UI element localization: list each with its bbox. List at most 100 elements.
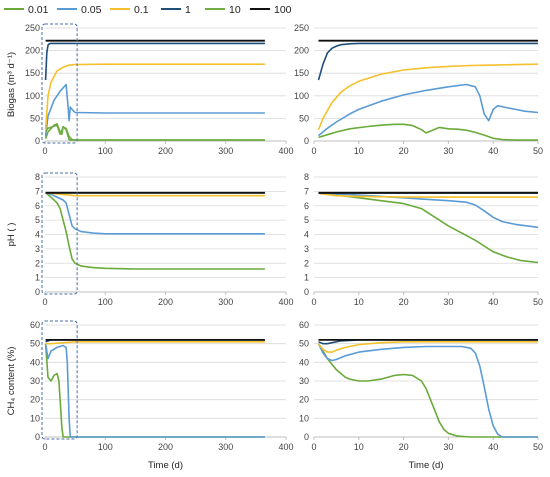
y-tick-label: 0 bbox=[35, 287, 40, 297]
zoom-highlight-box bbox=[41, 172, 78, 295]
y-tick-label: 0 bbox=[304, 136, 309, 146]
y-tick-label: 1 bbox=[304, 273, 309, 283]
series-line-0.05 bbox=[317, 83, 539, 137]
y-tick-label: 8 bbox=[304, 172, 309, 182]
legend-entry-10: 10 bbox=[205, 4, 241, 16]
y-tick-label: 40 bbox=[30, 357, 40, 367]
y-tick-label: 100 bbox=[25, 91, 40, 101]
x-tick-label: 0 bbox=[311, 442, 316, 452]
panel-ph-full: 0 1 2 3 4 5 6 7 8 0 100 200 300 400 pH ( ) bbox=[6, 172, 294, 307]
x-tick-label: 20 bbox=[399, 146, 409, 156]
y-tick-label: 3 bbox=[304, 244, 309, 254]
y-tick-label: 7 bbox=[304, 186, 309, 196]
y-tick-label: 50 bbox=[30, 113, 40, 123]
x-tick-label: 100 bbox=[98, 297, 113, 307]
zoom-highlight-box bbox=[41, 320, 78, 440]
y-tick-label: 0 bbox=[304, 287, 309, 297]
x-tick-label: 100 bbox=[98, 146, 113, 156]
series-line-0.01 bbox=[318, 123, 538, 141]
y-tick-label: 10 bbox=[299, 413, 309, 423]
series-line-0.1 bbox=[318, 192, 538, 198]
zoom-highlight-box bbox=[41, 23, 78, 144]
x-tick-label: 40 bbox=[488, 146, 498, 156]
x-tick-label: 40 bbox=[488, 297, 498, 307]
x-tick-label: 200 bbox=[158, 146, 173, 156]
x-tick-label: 200 bbox=[158, 442, 173, 452]
y-tick-label: 4 bbox=[35, 230, 40, 240]
y-tick-label: 1 bbox=[35, 273, 40, 283]
x-tick-label: 50 bbox=[533, 297, 543, 307]
x-tick-label: 30 bbox=[443, 297, 453, 307]
y-axis-label: CH₄ content (%) bbox=[6, 347, 17, 416]
y-axis-label: pH ( ) bbox=[6, 223, 17, 247]
x-tick-label: 0 bbox=[311, 146, 316, 156]
y-tick-label: 20 bbox=[30, 395, 40, 405]
x-tick-label: 400 bbox=[278, 297, 293, 307]
x-tick-label: 0 bbox=[42, 442, 47, 452]
x-tick-label: 300 bbox=[218, 442, 233, 452]
y-tick-label: 0 bbox=[35, 136, 40, 146]
legend-label: 0.1 bbox=[134, 4, 149, 16]
x-tick-label: 20 bbox=[399, 297, 409, 307]
series-line-0.05 bbox=[317, 343, 538, 438]
y-tick-label: 50 bbox=[299, 339, 309, 349]
y-tick-label: 50 bbox=[30, 339, 40, 349]
panel-biogas-full: 0 50 100 150 200 250 0 100 200 300 400 Biogas (m³ d… bbox=[6, 23, 294, 156]
y-tick-label: 5 bbox=[304, 215, 309, 225]
y-tick-label: 30 bbox=[30, 376, 40, 386]
y-tick-label: 2 bbox=[35, 258, 40, 268]
series-line-0.05 bbox=[318, 192, 539, 229]
series-line-10 bbox=[44, 124, 265, 141]
x-tick-label: 0 bbox=[311, 297, 316, 307]
y-tick-label: 5 bbox=[35, 215, 40, 225]
series-line-0.01 bbox=[44, 123, 265, 141]
y-tick-label: 20 bbox=[299, 395, 309, 405]
y-tick-label: 50 bbox=[299, 113, 309, 123]
legend-entry-1: 1 bbox=[161, 4, 191, 16]
series-line-0.05 bbox=[44, 343, 265, 438]
y-tick-label: 30 bbox=[299, 376, 309, 386]
x-tick-label: 0 bbox=[42, 146, 47, 156]
x-tick-label: 10 bbox=[354, 297, 364, 307]
y-tick-label: 40 bbox=[299, 357, 309, 367]
y-tick-label: 10 bbox=[30, 413, 40, 423]
x-axis-label: Time (d) bbox=[408, 460, 443, 471]
y-tick-label: 250 bbox=[25, 23, 40, 33]
y-tick-label: 60 bbox=[299, 320, 309, 330]
series-line-0.01 bbox=[317, 343, 538, 438]
series-line-0.01 bbox=[44, 343, 265, 438]
y-tick-label: 4 bbox=[304, 230, 309, 240]
x-tick-label: 10 bbox=[354, 442, 364, 452]
series-line-1 bbox=[44, 42, 265, 81]
panel-ch4-full: 0 10 20 30 40 50 60 0 100 200 300 400 CH₄ content (%… bbox=[6, 320, 294, 471]
series-line-0.05 bbox=[44, 83, 265, 137]
y-tick-label: 60 bbox=[30, 320, 40, 330]
panel-biogas-zoom: 0 50 100 150 200 250 0 10 20 30 40 50 bbox=[294, 23, 543, 156]
legend-entry-0.01: 0.01 bbox=[4, 4, 49, 16]
y-tick-label: 200 bbox=[25, 46, 40, 56]
legend-label: 1 bbox=[185, 4, 191, 16]
series-line-0.1 bbox=[45, 341, 265, 345]
legend-entry-0.05: 0.05 bbox=[57, 4, 102, 16]
legend-entry-100: 100 bbox=[250, 4, 292, 16]
series-line-1 bbox=[317, 42, 538, 81]
series-line-0.1 bbox=[317, 341, 538, 353]
legend-label: 0.05 bbox=[81, 4, 102, 16]
x-tick-label: 300 bbox=[218, 297, 233, 307]
series-line-0.05 bbox=[45, 192, 265, 235]
y-tick-label: 6 bbox=[35, 201, 40, 211]
series-line-0.1 bbox=[317, 63, 539, 130]
x-axis-label: Time (d) bbox=[148, 460, 183, 471]
series-line-0.1 bbox=[45, 192, 265, 197]
x-tick-label: 400 bbox=[278, 442, 293, 452]
legend-entry-0.1: 0.1 bbox=[110, 4, 149, 16]
x-tick-label: 100 bbox=[98, 442, 113, 452]
panel-ch4-zoom: 0 10 20 30 40 50 60 0 10 20 30 40 50 Time (d) bbox=[299, 320, 543, 471]
x-tick-label: 50 bbox=[533, 146, 543, 156]
series-line-0.1 bbox=[44, 63, 265, 130]
y-tick-label: 8 bbox=[35, 172, 40, 182]
y-tick-label: 150 bbox=[294, 68, 309, 78]
legend-label: 100 bbox=[274, 4, 292, 16]
series-line-0.01 bbox=[45, 192, 265, 270]
